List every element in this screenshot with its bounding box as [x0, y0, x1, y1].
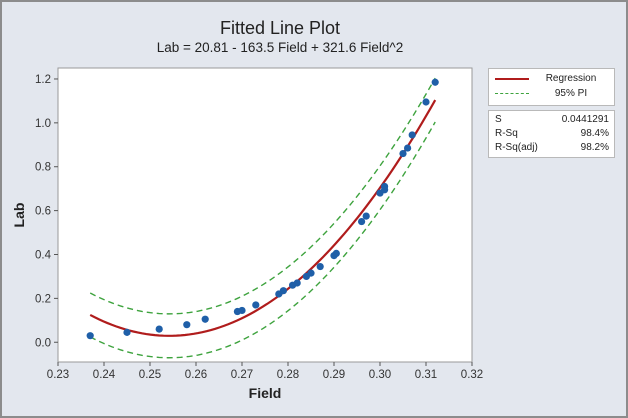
data-point	[404, 144, 412, 152]
data-point	[238, 306, 246, 315]
tick-group: 0.23 0.24 0.25 0.26 0.27 0.28 0.29 0.30 0.31 0.32…	[35, 74, 483, 381]
data-point	[123, 328, 131, 336]
y-axis-label: Lab	[11, 203, 27, 228]
data-point	[362, 212, 370, 220]
stat-row-rsq-adj: R-Sq(adj) 98.2%	[495, 142, 609, 156]
data-point	[422, 98, 430, 106]
data-point	[293, 279, 301, 287]
pi-upper-line	[89, 77, 436, 315]
stat-row-s: S 0.0441291	[495, 114, 609, 128]
x-tick-label: 0.23	[47, 369, 69, 381]
x-tick-label: 0.30	[369, 369, 391, 381]
stats-table: S 0.0441291 R-Sq 98.4% R-Sq(adj) 98.2%	[488, 110, 615, 158]
chart-title: Fitted Line Plot	[219, 18, 341, 38]
chart-subtitle: Lab = 20.81 - 163.5 Field + 321.6 Field^…	[156, 40, 404, 55]
data-point	[316, 262, 324, 271]
y-tick-label: 0.2	[35, 293, 51, 305]
y-tick-label: 0.0	[35, 337, 51, 349]
legend-label-regression: Regression	[545, 73, 597, 84]
data-point	[431, 78, 439, 86]
data-point	[381, 182, 389, 191]
legend-swatch-pi	[495, 93, 529, 94]
legend-item-regression: Regression	[489, 72, 614, 87]
x-tick-label: 0.29	[323, 369, 345, 381]
data-point	[332, 249, 340, 257]
y-tick-label: 1.0	[35, 118, 51, 130]
y-tick-label: 1.2	[35, 74, 51, 86]
x-tick-label: 0.32	[461, 369, 483, 381]
x-tick-label: 0.25	[139, 369, 161, 381]
x-axis-label: Field	[249, 385, 282, 401]
data-point	[399, 149, 407, 158]
legend-swatch-regression	[495, 78, 529, 80]
data-point	[252, 301, 260, 309]
pi-lower-line	[89, 121, 436, 359]
x-tick-label: 0.31	[415, 369, 437, 381]
x-tick-label: 0.24	[93, 369, 116, 381]
x-tick-label: 0.28	[277, 369, 299, 381]
stat-row-rsq: R-Sq 98.4%	[495, 128, 609, 142]
data-point	[408, 131, 416, 139]
legend-label-pi: 95% PI	[554, 88, 588, 99]
point-group	[86, 78, 439, 340]
legend: Regression 95% PI	[488, 68, 615, 106]
x-tick-label: 0.26	[185, 369, 207, 381]
x-tick-label: 0.27	[231, 369, 253, 381]
stat-value: 98.4%	[580, 128, 609, 139]
legend-item-pi: 95% PI	[489, 87, 614, 102]
stat-name: R-Sq(adj)	[495, 142, 538, 153]
stat-value: 98.2%	[580, 142, 609, 153]
data-point	[279, 287, 287, 295]
plot-area	[57, 67, 473, 363]
stat-name: R-Sq	[495, 128, 518, 139]
data-point	[86, 332, 94, 340]
y-tick-label: 0.6	[35, 206, 51, 218]
data-point	[155, 325, 163, 333]
data-point	[358, 217, 366, 226]
data-point	[201, 315, 209, 323]
data-point	[307, 269, 315, 277]
stat-name: S	[495, 114, 502, 125]
data-point	[183, 321, 191, 329]
y-tick-label: 0.4	[35, 249, 52, 261]
stat-value: 0.0441291	[561, 114, 609, 125]
y-tick-label: 0.8	[35, 162, 51, 174]
